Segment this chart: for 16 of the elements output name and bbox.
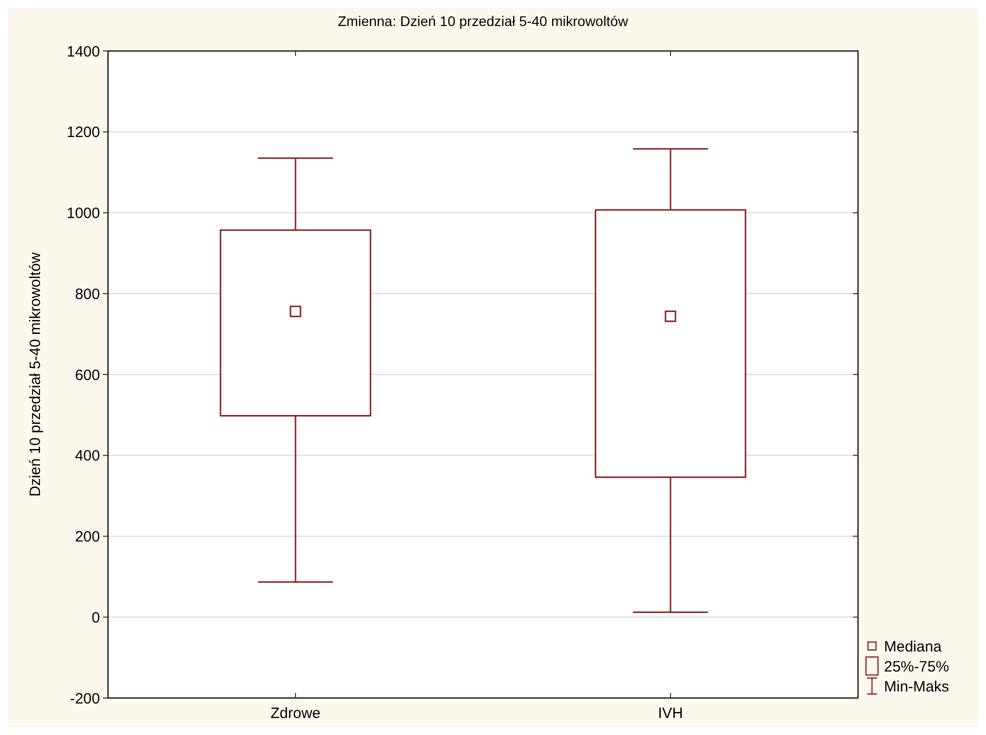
text: 25%-75% <box>884 658 950 676</box>
text: Min-Maks <box>884 678 950 696</box>
chart-title: Zmienna: Dzień 10 przedział 5-40 mikrowoltów <box>338 13 630 29</box>
x-tick-label: Zdrowe <box>270 705 321 722</box>
y-tick-label: -200 <box>70 690 100 708</box>
y-tick-label: 0 <box>92 609 100 626</box>
y-axis-title: Dzień 10 przedział 5-40 mikrowoltów <box>27 252 44 497</box>
y-tick-label: 400 <box>74 448 100 465</box>
y-tick-label: 800 <box>74 286 100 303</box>
text: Mediana <box>884 638 942 656</box>
y-tick-label: 600 <box>74 366 100 384</box>
y-tick-label: 1400 <box>66 43 100 60</box>
y-tick-label: 1000 <box>66 205 100 222</box>
y-tick-label: 1200 <box>66 124 100 142</box>
x-tick-label: IVH <box>658 705 684 722</box>
y-tick-label: 200 <box>74 528 100 546</box>
